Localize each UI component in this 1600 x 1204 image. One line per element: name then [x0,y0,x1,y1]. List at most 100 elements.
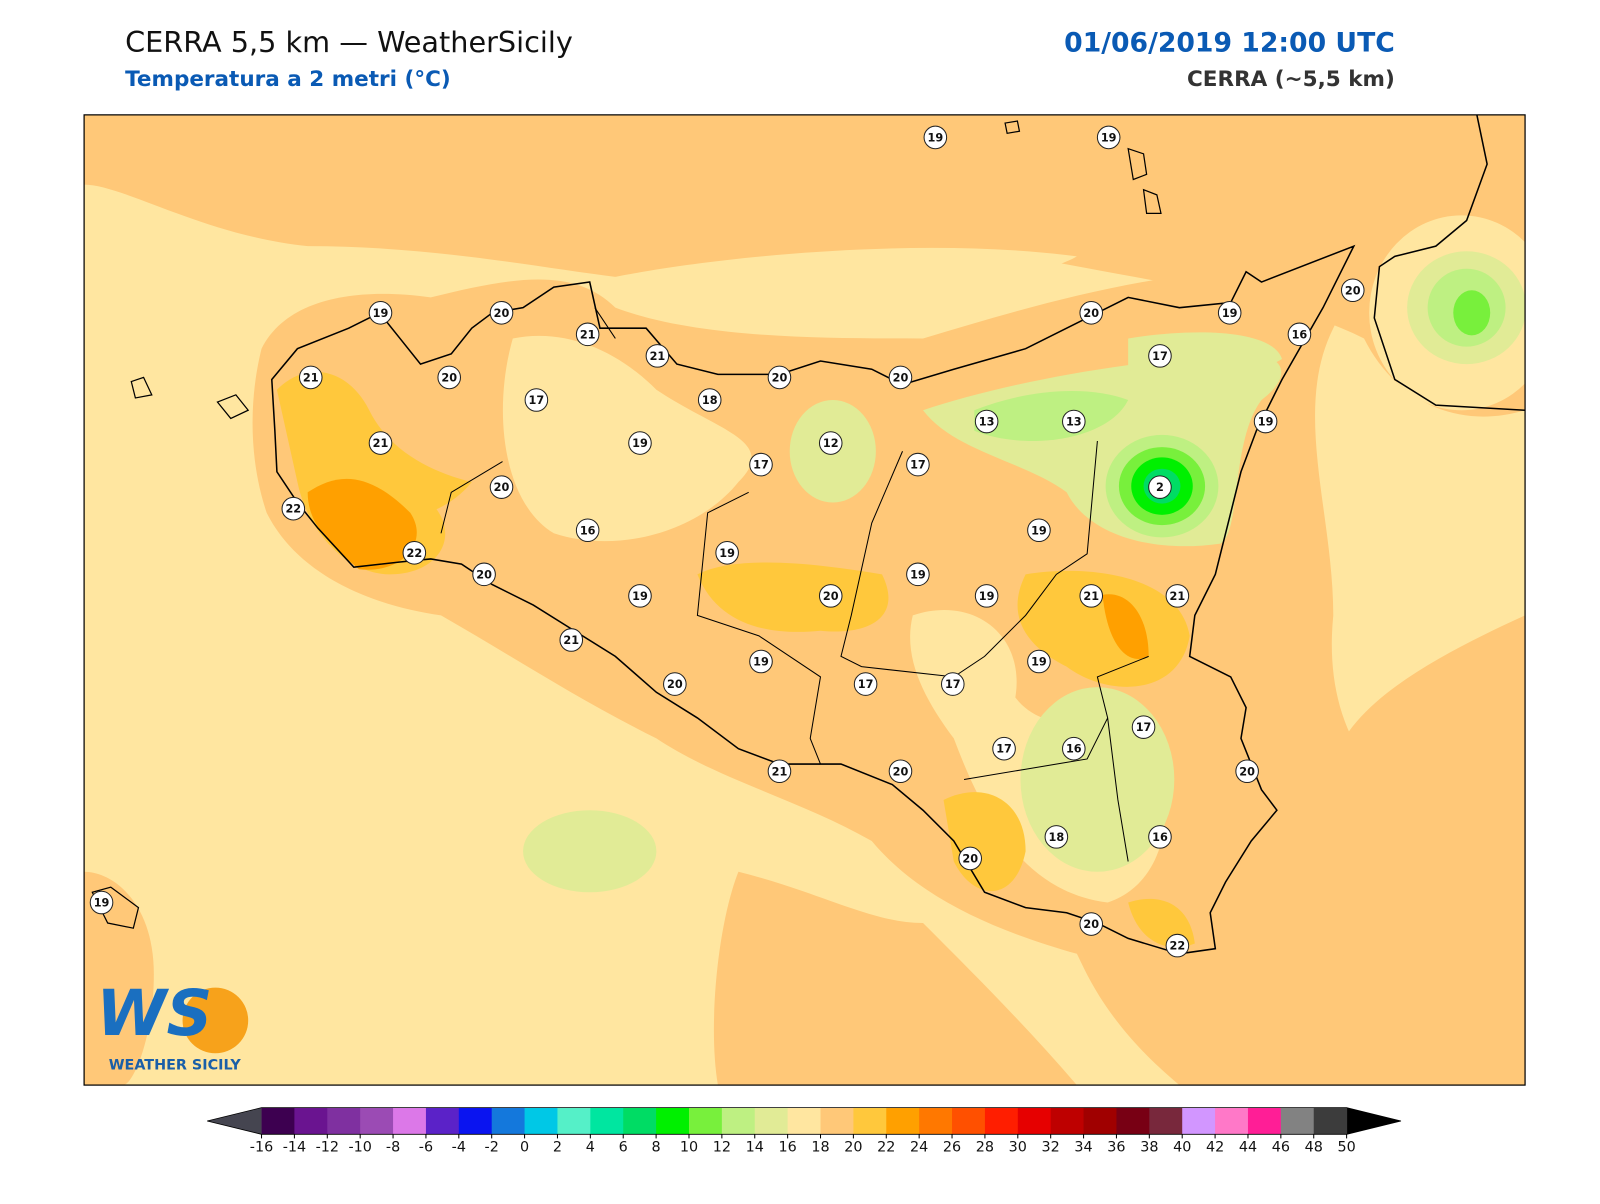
colorbar-tick-label: 4 [586,1140,595,1156]
station-marker [645,344,670,368]
station-marker [1217,301,1242,325]
station-marker [559,628,584,652]
colorbar-tick-label: 2 [553,1140,562,1156]
station-marker [992,736,1016,761]
colorbar-tick-label: 38 [1140,1140,1158,1156]
station-marker [663,672,687,696]
station-marker [1079,912,1104,936]
station-marker [1079,584,1104,608]
station-value: 21 [772,765,788,778]
station-value: 17 [1136,721,1152,734]
temp-band [1128,332,1282,384]
logo: WS WEATHER SICILY [96,976,249,1074]
colorbar-bin [1017,1107,1052,1135]
island [91,120,1162,929]
station-value: 19 [910,568,926,581]
colorbar-tick-label: 30 [1009,1140,1027,1156]
station-marker [1235,759,1259,784]
station-value: 20 [667,678,683,691]
station-value: 19 [632,590,648,603]
colorbar-bin [984,1107,1019,1135]
station-marker [767,759,792,784]
colorbar-bin [623,1107,657,1135]
station-marker [906,452,930,477]
colorbar-under [207,1107,262,1135]
temp-band [1017,570,1190,687]
colorbar-bin [590,1107,624,1135]
colorbar-bin [820,1107,854,1135]
station-value: 18 [702,394,718,407]
station-marker [437,365,462,390]
colorbar-bin [1313,1107,1348,1135]
colorbar-tick-label: 0 [520,1140,529,1156]
station-value: 19 [719,547,735,560]
station-marker [1148,475,1172,499]
colorbar-tick-label: -4 [452,1140,466,1156]
station-marker [575,518,600,543]
colorbar-bin [294,1107,328,1135]
station-value: 18 [1049,831,1065,844]
temp-band [713,871,1077,1086]
colorbar-bin [425,1107,460,1135]
colorbar-tick-label: 22 [877,1140,895,1156]
colorbar-tick-label: 20 [844,1140,862,1156]
colorbar-tick-label: 50 [1337,1140,1355,1156]
temp-band [697,562,889,632]
station-value: 22 [1170,940,1186,953]
temp-band [523,810,657,893]
station-marker [1131,715,1156,739]
colorbar-bin [1050,1107,1085,1135]
station-marker [715,541,739,565]
colorbar-bin [261,1107,295,1135]
colorbar-tick-label: 10 [680,1140,698,1156]
station-value: 21 [1170,590,1186,603]
station-marker [1287,322,1312,347]
station-value: 17 [945,678,961,691]
station-value: 19 [928,131,944,144]
station-value: 2 [1156,481,1164,494]
station-value: 17 [858,678,874,691]
station-value: 12 [823,437,839,450]
colorbar-bin [721,1107,756,1135]
colorbar-bin [656,1107,690,1135]
colorbar-tick-label: -12 [316,1140,339,1156]
colorbar-tick-label: -14 [283,1140,306,1156]
colorbar-bin [919,1107,953,1135]
station-marker [1340,278,1365,303]
station-marker [524,388,549,412]
colorbar-bin [952,1107,986,1135]
station-marker [1148,825,1172,849]
temp-band [84,871,154,1086]
station-value: 20 [441,371,457,384]
station-marker [749,649,773,674]
station-value: 19 [1222,307,1238,320]
station-value: 17 [996,743,1012,756]
station-marker [923,125,948,150]
station-marker [906,562,930,587]
station-marker [888,365,913,390]
station-marker [974,409,999,434]
station-value: 19 [1258,416,1274,429]
station-value: 19 [94,897,110,910]
station-marker [1027,649,1051,674]
station-value: 21 [303,371,319,384]
colorbar-bin [1247,1107,1282,1135]
colorbar-tick-label: 6 [619,1140,628,1156]
colorbar-tick-label: 8 [652,1140,661,1156]
colorbar-bin [524,1107,558,1135]
station-marker [940,672,965,696]
station-marker [368,301,393,325]
colorbar-tick-label: -8 [386,1140,400,1156]
colorbar-bin [1083,1107,1117,1135]
colorbar-bin [1280,1107,1315,1135]
station-marker [628,584,652,608]
colorbar-tick-label: -2 [485,1140,499,1156]
station-value: 16 [1066,743,1082,756]
station-value: 17 [1152,350,1168,363]
colorbar-bin [1116,1107,1150,1135]
temp-band [974,391,1129,442]
station-value: 19 [1031,656,1047,669]
colorbar-tick-label: 26 [943,1140,961,1156]
